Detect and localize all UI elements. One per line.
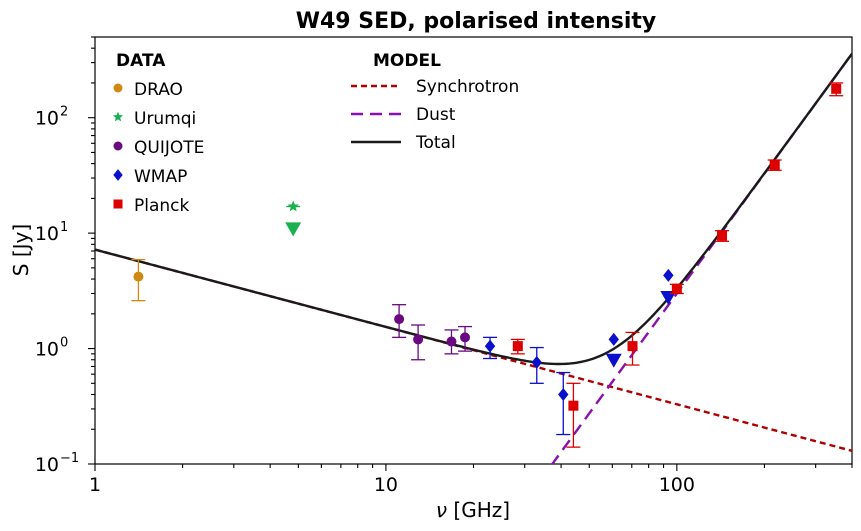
legend-model: MODEL Synchrotron Dust Total bbox=[351, 51, 519, 153]
legend-data: DATA DRAO Urumqi QUIJOTE WMAP Planck bbox=[112, 51, 204, 216]
legend-model-title: MODEL bbox=[373, 51, 441, 71]
x-axis-label: ν [GHz] bbox=[436, 498, 510, 522]
legend-label-urumqi: Urumqi bbox=[134, 109, 196, 129]
quijote-data-point bbox=[394, 314, 405, 325]
wmap-data-point bbox=[663, 268, 674, 282]
quijote-data-point bbox=[446, 336, 457, 347]
x-axis-label-unit: [GHz] bbox=[447, 498, 510, 522]
legend-label-total: Total bbox=[415, 133, 456, 153]
wmap-data-point bbox=[484, 339, 496, 353]
legend-marker-urumqi bbox=[112, 111, 124, 122]
legend-label-planck: Planck bbox=[134, 196, 190, 216]
planck-data-point bbox=[769, 159, 780, 170]
y-tick-label-base: 10 bbox=[35, 108, 59, 130]
wmap-data-point bbox=[608, 332, 619, 346]
legend-label-dust: Dust bbox=[416, 105, 456, 125]
planck-data-point bbox=[512, 341, 523, 352]
wmap-data-point bbox=[531, 355, 542, 369]
planck-data-point bbox=[671, 283, 682, 294]
plot-frame bbox=[94, 36, 853, 465]
legend-label-wmap: WMAP bbox=[134, 167, 187, 187]
y-tick-label-base: 10 bbox=[35, 454, 59, 476]
chart-title: W49 SED, polarised intensity bbox=[296, 9, 657, 34]
urumqi-data-point bbox=[287, 200, 299, 212]
legend-marker-planck bbox=[113, 199, 123, 209]
y-tick-label-base: 10 bbox=[35, 223, 59, 245]
model-curve-total bbox=[95, 52, 852, 366]
quijote-data-point bbox=[460, 332, 471, 343]
legend-label-quijote: QUIJOTE bbox=[134, 138, 204, 158]
y-tick-label-base: 10 bbox=[35, 339, 59, 361]
x-tick-label: 1 bbox=[89, 474, 101, 496]
x-axis-label-symbol: ν bbox=[436, 498, 447, 522]
planck-data-point bbox=[568, 400, 579, 411]
wmap-data-point bbox=[558, 387, 569, 401]
y-tick-label-exponent: 0 bbox=[60, 336, 68, 351]
legend-marker-wmap bbox=[113, 169, 123, 181]
y-tick-label-exponent: −1 bbox=[60, 451, 79, 466]
legend-label-drao: DRAO bbox=[134, 80, 183, 100]
legend-data-title: DATA bbox=[116, 51, 166, 71]
wmap-upper-limit bbox=[660, 290, 677, 305]
data-points bbox=[131, 82, 844, 448]
wmap-upper-limit bbox=[605, 353, 622, 368]
urumqi-upper-limit bbox=[285, 222, 302, 237]
model-curves bbox=[95, 52, 852, 464]
x-tick-label: 10 bbox=[374, 474, 398, 496]
legend-label-synchrotron: Synchrotron bbox=[416, 77, 519, 97]
y-axis-label: S [Jy] bbox=[9, 224, 33, 276]
legend-marker-quijote bbox=[113, 141, 123, 151]
y-tick-label-exponent: 2 bbox=[60, 105, 68, 120]
quijote-data-point bbox=[413, 334, 424, 345]
planck-data-point bbox=[831, 83, 842, 94]
planck-data-point bbox=[627, 341, 638, 352]
legend-marker-drao bbox=[113, 83, 123, 93]
x-tick-label: 100 bbox=[659, 474, 695, 496]
y-tick-label-exponent: 1 bbox=[60, 220, 68, 235]
planck-data-point bbox=[717, 230, 728, 241]
drao-data-point bbox=[133, 271, 144, 282]
